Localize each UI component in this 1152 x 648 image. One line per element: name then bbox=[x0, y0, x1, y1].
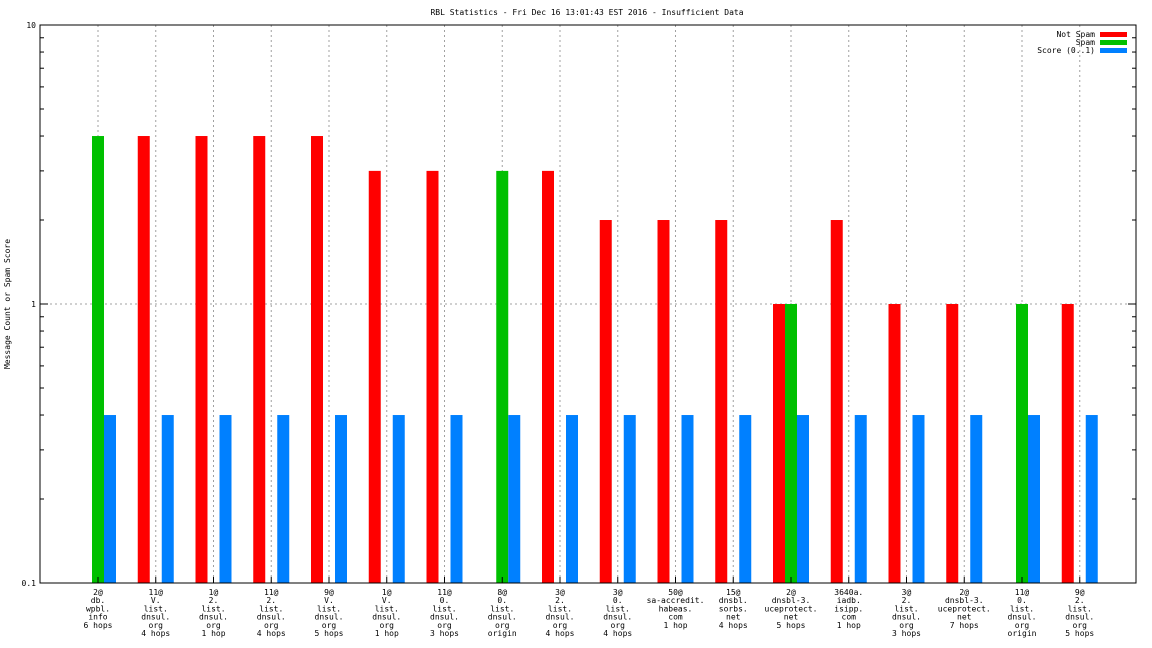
x-tick-label: 11@ V. list. dnsul. org 4 hops bbox=[141, 588, 170, 638]
y-tick-label: 1 bbox=[31, 300, 36, 309]
bar-not-spam bbox=[773, 304, 785, 583]
bar-score-0-1 bbox=[912, 415, 925, 583]
bar-not-spam bbox=[311, 136, 323, 583]
x-tick-label: 3@ 2. list. dnsul. org 3 hops bbox=[892, 588, 921, 638]
bar-score-0-1 bbox=[566, 415, 578, 583]
x-tick-label: 15@ dnsbl. sorbs. net 4 hops bbox=[719, 588, 748, 630]
bar-score-0-1 bbox=[797, 415, 809, 583]
bar-score-0-1 bbox=[623, 415, 636, 583]
y-tick-label: 0.1 bbox=[22, 579, 37, 588]
bar-not-spam bbox=[1061, 304, 1074, 583]
bar-score-0-1 bbox=[277, 415, 290, 583]
x-tick-label: 3@ 2. list. dnsul. org 4 hops bbox=[546, 588, 575, 638]
x-tick-label: 2@ db. wpbl. info 6 hops bbox=[84, 588, 113, 630]
bar-not-spam bbox=[657, 220, 670, 583]
bar-not-spam bbox=[946, 304, 959, 583]
x-tick-label: 11@ 2. list. dnsul. org 4 hops bbox=[257, 588, 286, 638]
x-tick-label: 1@ V. list. dnsul. org 1 hop bbox=[372, 588, 401, 638]
bar-not-spam bbox=[599, 220, 612, 583]
bar-not-spam bbox=[830, 220, 843, 583]
x-tick-label: 50@ sa-accredit. habeas. com 1 hop bbox=[647, 588, 705, 630]
y-tick-label: 10 bbox=[26, 21, 36, 30]
bar-not-spam bbox=[542, 170, 554, 583]
x-tick-label: 2@ dnsbl-3. uceprotect. net 7 hops bbox=[938, 588, 991, 630]
bar-score-0-1 bbox=[970, 415, 983, 583]
bar-not-spam bbox=[253, 136, 266, 583]
bars bbox=[92, 136, 1098, 583]
bar-score-0-1 bbox=[335, 415, 347, 583]
bar-spam bbox=[92, 136, 104, 583]
legend-swatch bbox=[1100, 40, 1127, 45]
legend-entry-label: Spam bbox=[1076, 38, 1095, 47]
bar-score-0-1 bbox=[161, 415, 174, 583]
x-axis-labels: 2@ db. wpbl. info 6 hops 11@ V. list. dnsul. org 4… bbox=[84, 588, 1095, 638]
bar-not-spam bbox=[137, 136, 150, 583]
x-tick-label: 11@ 0. list. dnsul. org 3 hops bbox=[430, 588, 459, 638]
x-tick-label: 3640a. iadb. isipp. com 1 hop bbox=[834, 588, 863, 630]
chart-title: RBL Statistics - Fri Dec 16 13:01:43 EST… bbox=[430, 8, 743, 17]
y-axis-label: Message Count or Spam Score bbox=[3, 239, 12, 369]
y-axis-ticks: 0.1 1 10 bbox=[22, 21, 1136, 588]
bar-not-spam bbox=[368, 170, 381, 583]
bar-score-0-1 bbox=[508, 415, 521, 583]
x-tick-label: 1@ 2. list. dnsul. org 1 hop bbox=[199, 588, 228, 638]
bar-score-0-1 bbox=[1028, 415, 1040, 583]
x-tick-label: 9@ 2. list. dnsul. org 5 hops bbox=[1065, 588, 1094, 638]
bar-score-0-1 bbox=[854, 415, 867, 583]
bar-score-0-1 bbox=[219, 415, 232, 583]
bar-spam bbox=[1016, 304, 1028, 583]
bar-score-0-1 bbox=[1085, 415, 1098, 583]
bar-score-0-1 bbox=[739, 415, 752, 583]
bar-score-0-1 bbox=[392, 415, 405, 583]
legend-entry-label: Score (0..1) bbox=[1037, 46, 1095, 55]
bar-not-spam bbox=[195, 136, 208, 583]
bar-not-spam bbox=[715, 220, 728, 583]
bar-score-0-1 bbox=[450, 415, 463, 583]
bar-not-spam bbox=[888, 304, 901, 583]
legend-swatch bbox=[1100, 32, 1127, 37]
x-tick-label: 3@ 0. list. dnsul. org 4 hops bbox=[603, 588, 632, 638]
bar-spam bbox=[496, 170, 509, 583]
legend-entry-label: Not Spam bbox=[1056, 30, 1095, 39]
x-tick-label: 11@ 0. list. dnsul. org origin bbox=[1008, 588, 1037, 638]
x-tick-label: 8@ 0. list. dnsul. org origin bbox=[488, 588, 517, 638]
bar-score-0-1 bbox=[681, 415, 694, 583]
bar-spam bbox=[785, 304, 797, 583]
x-tick-label: 2@ dnsbl-3. uceprotect. net 5 hops bbox=[765, 588, 818, 630]
bar-score-0-1 bbox=[104, 415, 116, 583]
bar-not-spam bbox=[426, 170, 439, 583]
legend-swatch bbox=[1100, 48, 1127, 53]
x-tick-label: 9@ V. list. dnsul. org 5 hops bbox=[315, 588, 344, 638]
